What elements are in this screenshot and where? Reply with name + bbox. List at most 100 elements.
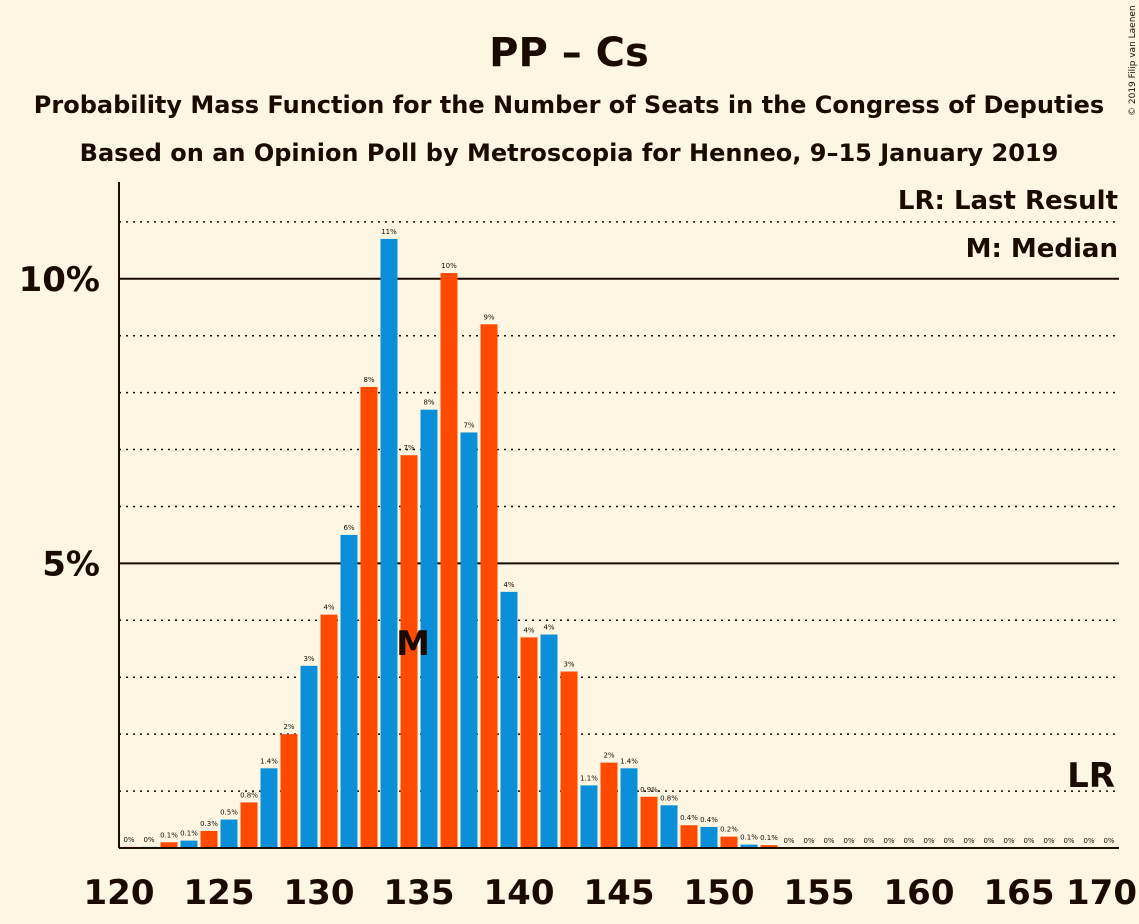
bar-label: 7% (403, 444, 414, 452)
x-tick-label: 135 (384, 873, 455, 913)
x-tick-label: 140 (484, 873, 555, 913)
bar-label: 0% (1023, 837, 1034, 845)
bar-label: 2% (283, 723, 294, 731)
bar-label: 0% (123, 836, 134, 844)
legend-last-result: LR: Last Result (898, 186, 1118, 216)
bar-label: 0% (1083, 837, 1094, 845)
bar-seat-124 (180, 840, 198, 848)
bar-label: 1.4% (620, 757, 638, 765)
bar-seat-135 (400, 455, 418, 848)
bar-label: 0.3% (200, 820, 218, 828)
bar-label: 3% (563, 661, 574, 669)
bar-label: 0% (963, 837, 974, 845)
gridlines (119, 221, 1119, 792)
bar-label: 0% (863, 837, 874, 845)
bar-seat-144 (580, 785, 598, 848)
y-tick-label: 5% (42, 544, 100, 584)
bar-label: 4% (323, 604, 334, 612)
bar-label: 10% (441, 262, 457, 270)
chart-subtitle-2: Based on an Opinion Poll by Metroscopia … (80, 139, 1059, 167)
bar-seat-148 (660, 805, 678, 848)
bar-seat-137 (440, 273, 458, 849)
bar-label: 0% (803, 837, 814, 845)
chart-title: PP – Cs (489, 30, 649, 76)
bar-label: 0.4% (680, 814, 698, 822)
bar-label: 0% (1003, 837, 1014, 845)
bar-label: 0% (823, 837, 834, 845)
bar-label: 0.1% (760, 834, 778, 842)
bar-seat-153 (760, 845, 778, 848)
bar-seat-139 (480, 324, 498, 848)
chart-subtitle-1: Probability Mass Function for the Number… (34, 91, 1104, 119)
bar-seat-134 (380, 238, 398, 848)
bar-seat-130 (300, 665, 318, 848)
bar-label: 0% (843, 837, 854, 845)
bar-label: 6% (343, 524, 354, 532)
bar-seat-152 (740, 844, 758, 848)
bar-seat-131 (320, 614, 338, 848)
bar-seat-140 (500, 591, 518, 848)
bar-label: 0% (1103, 837, 1114, 845)
bar-label: 4% (503, 581, 514, 589)
bar-label: 4% (543, 624, 554, 632)
x-tick-label: 145 (584, 873, 655, 913)
bar-label: 4% (523, 626, 534, 634)
bar-label: 0.5% (220, 809, 238, 817)
bar-seat-147 (640, 796, 658, 848)
bar-seat-141 (520, 637, 538, 848)
y-tick-label: 10% (19, 260, 100, 300)
bar-seat-128 (260, 768, 278, 848)
bar-seat-149 (680, 825, 698, 848)
bar-seat-151 (720, 836, 738, 848)
bar-label: 0.8% (240, 791, 258, 799)
x-tick-label: 150 (684, 873, 755, 913)
bar-seat-129 (280, 734, 298, 848)
bar-label: 0% (983, 837, 994, 845)
bar-label: 1.1% (580, 774, 598, 782)
bars-group (120, 238, 778, 849)
bar-seat-145 (600, 762, 618, 848)
bar-seat-143 (560, 671, 578, 848)
bar-label: 9% (483, 313, 494, 321)
bar-seat-150 (700, 826, 718, 848)
x-tick-label: 155 (784, 873, 855, 913)
bar-label: 0.1% (160, 831, 178, 839)
bar-label: 0.2% (720, 826, 738, 834)
bar-label: 3% (303, 655, 314, 663)
copyright-text: © 2019 Filip van Laenen (1128, 5, 1138, 116)
y-tick-labels: 5% 10% (19, 260, 100, 585)
bar-seat-133 (360, 386, 378, 848)
bar-label: 0.4% (700, 816, 718, 824)
x-tick-label: 165 (984, 873, 1055, 913)
bar-label: 0% (1043, 837, 1054, 845)
bar-label: 0% (143, 836, 154, 844)
bar-label: 0.1% (180, 830, 198, 838)
x-tick-label: 125 (184, 873, 255, 913)
x-tick-labels: 120 125 130 135 140 145 150 155 160 165 170 (84, 873, 1137, 913)
bar-label: 8% (423, 399, 434, 407)
bar-label: 0.9% (640, 786, 658, 794)
bar-label: 0% (783, 837, 794, 845)
bar-label: 8% (363, 376, 374, 384)
bar-label: 0.8% (660, 794, 678, 802)
bar-labels-group: 0% 0%0.1% 0.1%0.3%0.5%0.8%1.4%2%3%4%6%8%11… (123, 228, 1114, 845)
bar-seat-138 (460, 432, 478, 848)
bar-label: 1.4% (260, 757, 278, 765)
bar-seat-126 (220, 819, 238, 848)
bar-seat-132 (340, 534, 358, 848)
bar-seat-123 (160, 842, 178, 848)
bar-seat-125 (200, 830, 218, 848)
bar-seat-127 (240, 802, 258, 848)
x-tick-label: 130 (284, 873, 355, 913)
bar-seat-136 (420, 409, 438, 848)
x-tick-label: 120 (84, 873, 155, 913)
x-tick-label: 160 (884, 873, 955, 913)
bar-label: 0% (923, 837, 934, 845)
bar-label: 0% (883, 837, 894, 845)
bar-label: 11% (381, 228, 397, 236)
bar-label: 0% (903, 837, 914, 845)
bar-label: 0% (943, 837, 954, 845)
bar-seat-146 (620, 768, 638, 848)
bar-seat-142 (540, 634, 558, 848)
